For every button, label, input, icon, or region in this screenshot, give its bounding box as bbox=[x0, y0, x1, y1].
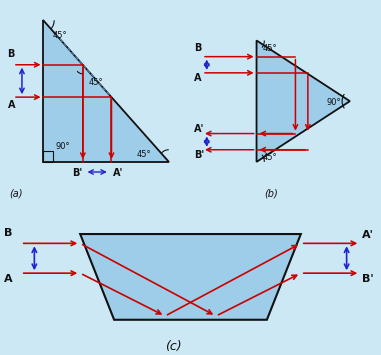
Text: A': A' bbox=[194, 124, 205, 133]
Text: (b): (b) bbox=[264, 188, 278, 198]
Text: A: A bbox=[8, 100, 15, 110]
Text: 45°: 45° bbox=[263, 44, 277, 53]
Text: (a): (a) bbox=[10, 188, 23, 198]
Text: A: A bbox=[4, 274, 13, 284]
Text: 45°: 45° bbox=[88, 78, 103, 87]
Text: A: A bbox=[194, 73, 202, 83]
Text: B: B bbox=[194, 43, 202, 53]
Text: 90°: 90° bbox=[327, 98, 341, 107]
Text: 45°: 45° bbox=[263, 153, 277, 162]
Text: B: B bbox=[8, 49, 15, 59]
Text: 45°: 45° bbox=[136, 150, 151, 159]
Text: 90°: 90° bbox=[55, 142, 70, 151]
Text: B': B' bbox=[194, 150, 205, 160]
Polygon shape bbox=[256, 40, 350, 162]
Polygon shape bbox=[43, 20, 169, 162]
Text: A': A' bbox=[113, 168, 124, 178]
Polygon shape bbox=[80, 234, 301, 320]
Text: 45°: 45° bbox=[52, 32, 67, 40]
Text: B': B' bbox=[362, 274, 373, 284]
Bar bbox=[43, 151, 53, 162]
Text: A': A' bbox=[362, 230, 374, 240]
Text: (c): (c) bbox=[165, 340, 182, 353]
Text: B': B' bbox=[72, 168, 82, 178]
Text: B: B bbox=[4, 228, 12, 238]
